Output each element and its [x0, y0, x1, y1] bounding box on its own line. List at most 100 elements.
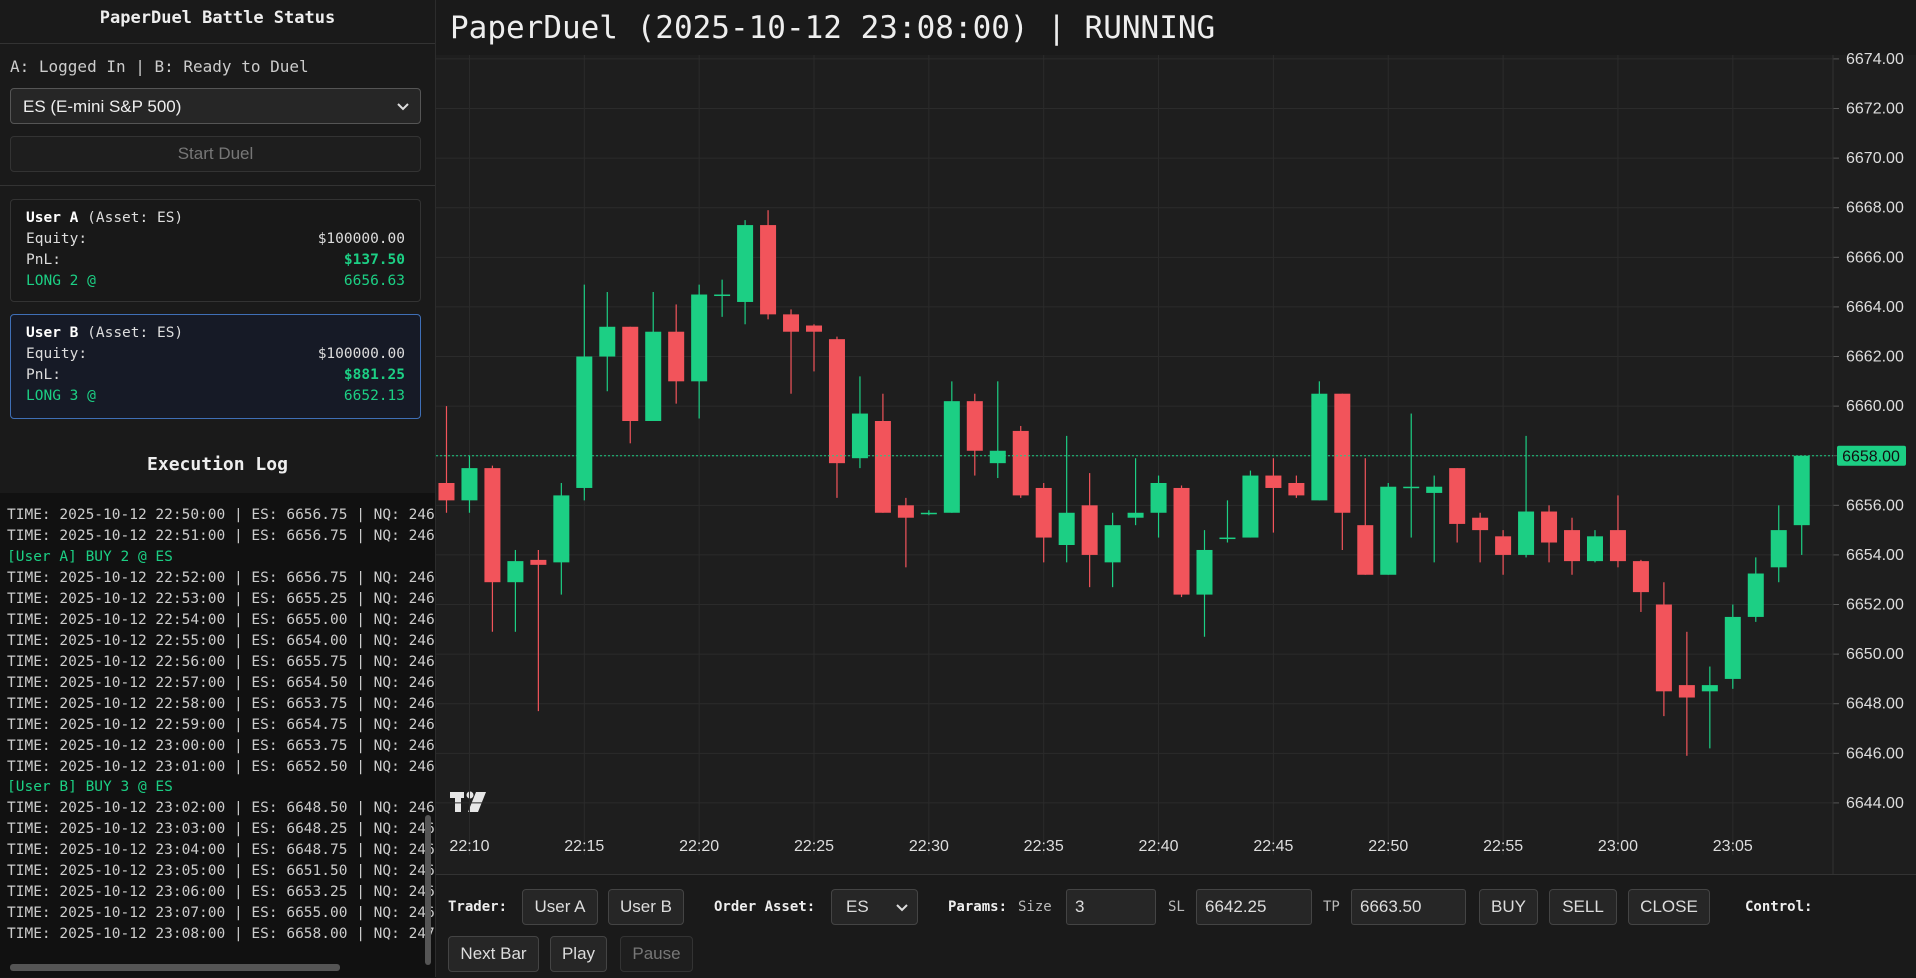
candle-body — [828, 339, 845, 464]
candle-body — [691, 294, 708, 382]
log-line: TIME: 2025-10-12 22:54:00 | ES: 6655.00 … — [7, 611, 435, 628]
start-button[interactable]: Start Duel — [10, 136, 421, 172]
candle-body — [737, 225, 754, 302]
user-card: User A (Asset: ES) Equity: $100000.00 PnL… — [10, 199, 421, 302]
candle-body — [989, 450, 1006, 464]
next-bar-button[interactable]: Next Bar — [448, 936, 539, 972]
x-tick-label: 22:55 — [1483, 838, 1523, 855]
candle-body — [1104, 525, 1121, 563]
sell-button[interactable]: SELL — [1549, 889, 1617, 925]
sl-input[interactable] — [1196, 889, 1312, 925]
candle-body — [1035, 487, 1052, 538]
x-tick-label: 22:40 — [1139, 838, 1179, 855]
y-tick-label: 6650.00 — [1846, 646, 1904, 663]
equity: $100000.00 — [317, 231, 405, 247]
candle-body — [1288, 483, 1305, 496]
log-line: TIME: 2025-10-12 22:53:00 | ES: 6655.25 … — [7, 590, 435, 607]
user-card: User B (Asset: ES) Equity: $100000.00 PnL… — [10, 314, 421, 419]
x-tick-label: 23:00 — [1598, 838, 1638, 855]
position: LONG 3 @ — [26, 388, 96, 404]
log-line: TIME: 2025-10-12 23:01:00 | ES: 6652.50 … — [7, 758, 435, 775]
x-tick-label: 22:35 — [1024, 838, 1064, 855]
candle-body — [1380, 486, 1397, 575]
log-line: TIME: 2025-10-12 22:58:00 | ES: 6653.75 … — [7, 695, 435, 712]
log-title: Execution Log — [147, 454, 288, 475]
candle-body — [1564, 530, 1581, 562]
candle-body — [1747, 573, 1764, 617]
candle-body — [1472, 517, 1489, 531]
candle-body — [1357, 525, 1374, 575]
execution-log: TIME: 2025-10-12 22:50:00 | ES: 6656.75 … — [0, 493, 435, 977]
x-tick-label: 22:10 — [449, 838, 489, 855]
candle-body — [1678, 685, 1695, 698]
trader-button[interactable]: User A — [522, 889, 598, 925]
play-button[interactable]: Play — [550, 936, 607, 972]
order-asset-select[interactable]: ES — [831, 889, 918, 925]
x-tick-label: 22:30 — [909, 838, 949, 855]
log-line: TIME: 2025-10-12 23:02:00 | ES: 6648.50 … — [7, 800, 435, 817]
x-tick-label: 22:20 — [679, 838, 719, 855]
candle-body — [1196, 549, 1213, 595]
candle-body — [1770, 530, 1787, 568]
log-line: TIME: 2025-10-12 22:56:00 | ES: 6655.75 … — [7, 653, 435, 670]
candle-body — [1403, 486, 1420, 489]
y-tick-label: 6644.00 — [1846, 795, 1904, 812]
scrollbar[interactable] — [10, 964, 340, 971]
select-arrow — [397, 103, 409, 111]
candle-body — [966, 401, 983, 451]
chart-background — [436, 0, 1916, 874]
candle-body — [461, 468, 478, 501]
candle-body — [553, 495, 570, 563]
y-tick-label: 6674.00 — [1846, 51, 1904, 68]
x-tick-label: 22:50 — [1368, 838, 1408, 855]
log-line: [User A] BUY 2 @ ES — [7, 548, 173, 565]
log-line: TIME: 2025-10-12 23:07:00 | ES: 6655.00 … — [7, 905, 435, 922]
equity-label: Equity: — [26, 346, 88, 362]
candle-body — [1150, 483, 1167, 513]
candle-body — [1724, 616, 1741, 679]
y-tick-label: 6668.00 — [1846, 200, 1904, 217]
candle-body — [714, 294, 731, 297]
candle-body — [438, 483, 455, 501]
candle-body — [1518, 511, 1535, 555]
user-asset: (Asset: ES) — [87, 325, 184, 341]
trader-button[interactable]: User B — [608, 889, 684, 925]
candle-body — [1701, 685, 1718, 692]
y-tick-label: 6662.00 — [1846, 349, 1904, 366]
candle-body — [1586, 536, 1603, 562]
candle-body — [1426, 486, 1443, 493]
candle-body — [645, 331, 662, 421]
tp-input[interactable] — [1351, 889, 1466, 925]
last-price-label: 6658.00 — [1842, 449, 1900, 466]
buy-button[interactable]: BUY — [1479, 889, 1538, 925]
y-tick-label: 6648.00 — [1846, 696, 1904, 713]
position-price: 6652.13 — [343, 388, 405, 404]
x-tick-label: 22:45 — [1253, 838, 1293, 855]
pause-button[interactable]: Pause — [620, 936, 693, 972]
close-button[interactable]: CLOSE — [1628, 889, 1710, 925]
y-tick-label: 6672.00 — [1846, 101, 1904, 118]
y-tick-label: 6666.00 — [1846, 249, 1904, 266]
select-arrow — [896, 904, 908, 912]
candle-body — [576, 356, 593, 488]
size-input[interactable] — [1066, 889, 1156, 925]
candle-body — [920, 512, 937, 515]
log-line: TIME: 2025-10-12 22:52:00 | ES: 6656.75 … — [7, 569, 435, 586]
candle-body — [806, 325, 823, 332]
scrollbar[interactable] — [425, 815, 431, 965]
header-title: PaperDuel (2025-10-12 23:08:00) | RUNNIN… — [450, 10, 1215, 46]
pnl: $881.25 — [343, 367, 405, 383]
trader-label: Trader: — [448, 899, 508, 915]
candle-body — [1793, 455, 1810, 526]
y-tick-label: 6670.00 — [1846, 150, 1904, 167]
pnl-label: PnL: — [26, 252, 61, 268]
log-line: TIME: 2025-10-12 22:59:00 | ES: 6654.75 … — [7, 716, 435, 733]
log-line: TIME: 2025-10-12 22:50:00 | ES: 6656.75 … — [7, 507, 435, 523]
candle-body — [760, 225, 777, 315]
y-tick-label: 6664.00 — [1846, 299, 1904, 316]
asset-select-text: ES (E-mini S&P 500) — [23, 97, 182, 116]
asset-select[interactable]: ES (E-mini S&P 500) — [10, 88, 421, 124]
candle-body — [1173, 487, 1190, 595]
x-tick-label: 22:25 — [794, 838, 834, 855]
